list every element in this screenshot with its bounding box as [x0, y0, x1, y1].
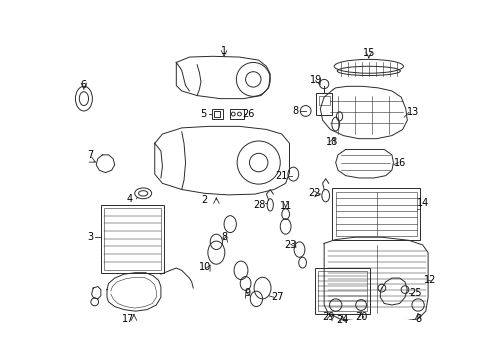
Bar [230, 109, 244, 119]
Text: 27: 27 [271, 292, 284, 302]
Text: 15: 15 [362, 48, 374, 58]
Text: 23: 23 [284, 240, 296, 250]
Text: 29: 29 [321, 311, 333, 321]
Text: 25: 25 [408, 288, 420, 298]
Text: 10: 10 [198, 261, 210, 271]
Text: 7: 7 [87, 150, 93, 160]
Bar [331, 188, 420, 240]
Text: 18: 18 [325, 137, 337, 147]
Text: 13: 13 [407, 108, 419, 117]
Text: 8: 8 [221, 232, 226, 242]
Text: 4: 4 [127, 194, 133, 204]
Text: 5: 5 [200, 109, 206, 119]
Text: 17: 17 [122, 314, 135, 324]
Bar [317, 271, 366, 311]
Bar [214, 111, 220, 117]
Text: 8: 8 [292, 106, 298, 116]
Text: 8: 8 [414, 314, 420, 324]
Text: 3: 3 [87, 232, 93, 242]
Bar [314, 268, 369, 314]
Bar [318, 95, 329, 105]
Text: 2: 2 [201, 195, 207, 205]
Text: 19: 19 [310, 75, 322, 85]
Text: 16: 16 [393, 158, 405, 167]
Bar [101, 205, 163, 273]
Text: 20: 20 [354, 311, 366, 321]
Text: 11: 11 [279, 202, 291, 211]
Bar [104, 208, 161, 270]
Text: 6: 6 [81, 80, 87, 90]
Text: 21: 21 [275, 171, 287, 181]
Bar [335, 192, 416, 237]
Text: 1: 1 [221, 46, 226, 56]
Text: 14: 14 [416, 198, 428, 208]
Text: 9: 9 [244, 288, 250, 298]
Text: 26: 26 [242, 109, 254, 119]
Text: 12: 12 [424, 275, 436, 285]
Bar [211, 109, 222, 119]
Text: 24: 24 [336, 315, 348, 325]
Text: 22: 22 [308, 188, 321, 198]
Bar [316, 93, 331, 115]
Text: 28: 28 [253, 200, 265, 210]
